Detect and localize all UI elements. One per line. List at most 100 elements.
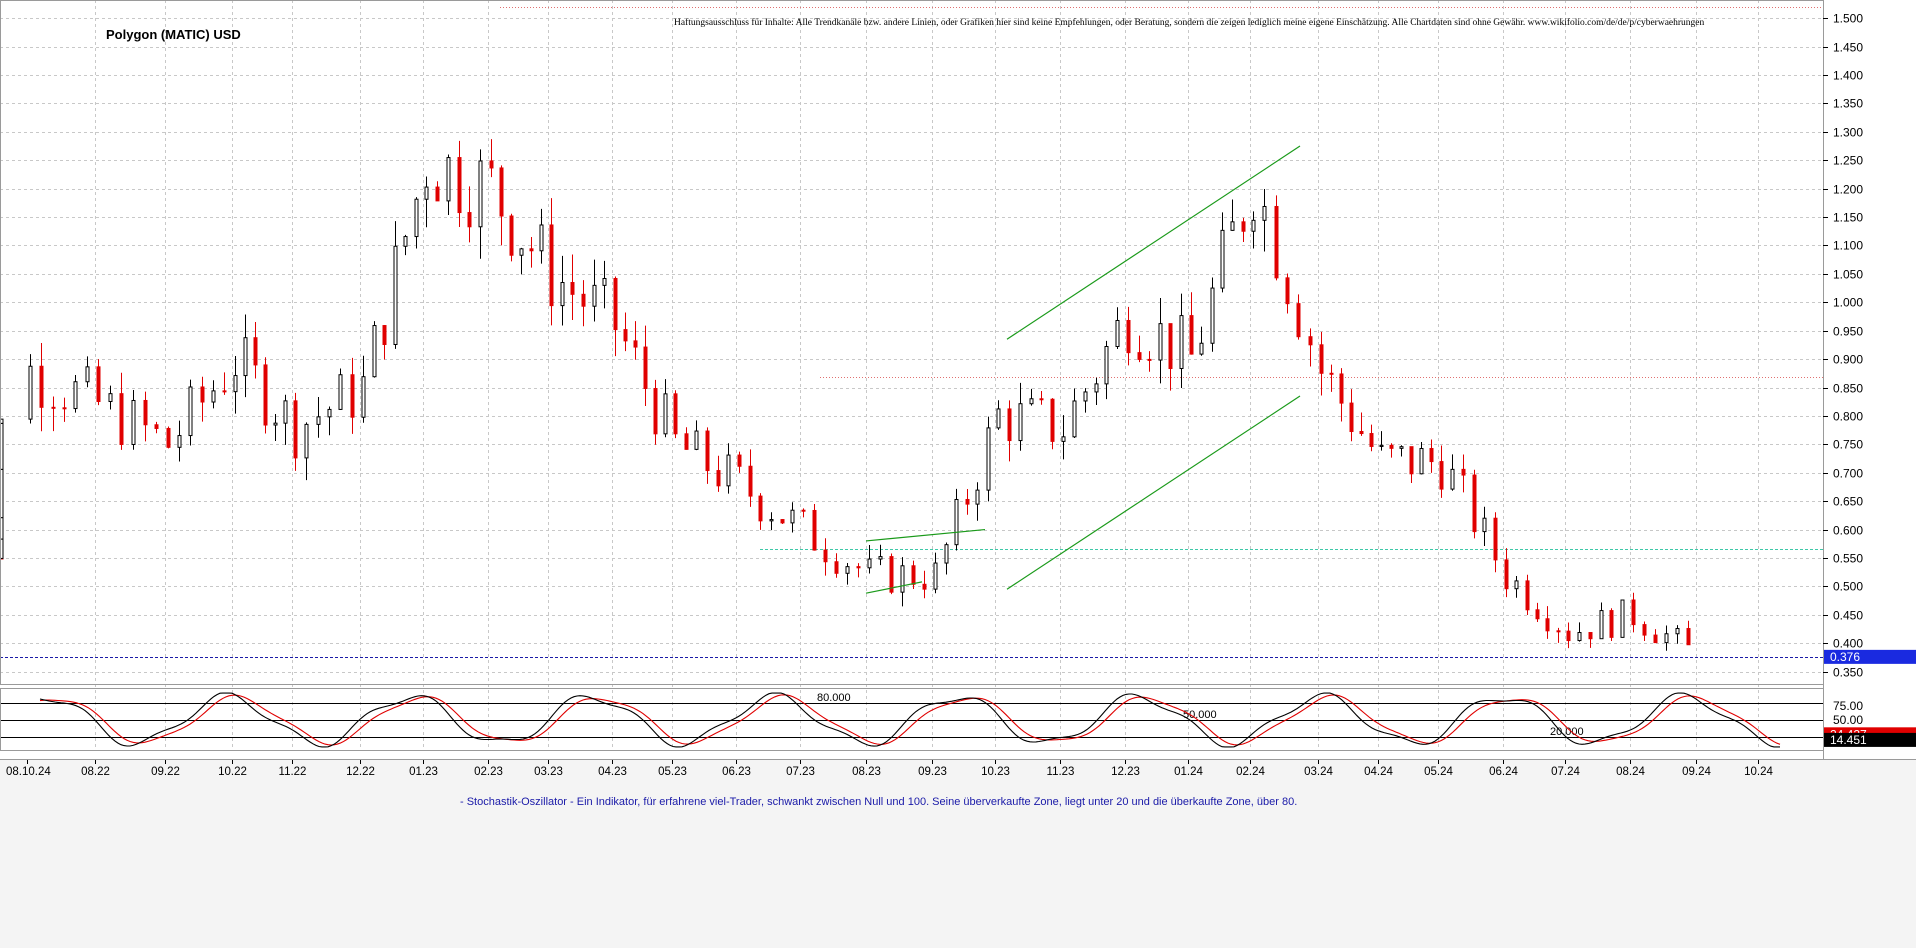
candle-body [1029, 398, 1034, 405]
candle-body [361, 376, 366, 418]
candle-body [188, 386, 193, 437]
candle-body [424, 186, 429, 200]
candle-body [1296, 303, 1301, 338]
x-tick-label: 04.24 [1364, 766, 1393, 778]
candle-body [393, 245, 398, 345]
y-tick-label: 1.100 [1833, 239, 1863, 253]
candle-body [581, 293, 586, 307]
last-price-label: 0.376 [1830, 650, 1860, 664]
candle-body [900, 565, 905, 593]
y-tick-label: 1.400 [1833, 69, 1863, 83]
candle-body [790, 509, 795, 524]
candle-body [519, 248, 524, 256]
candle-body [499, 167, 504, 217]
x-tick-label: 07.24 [1551, 766, 1580, 778]
candle-body [1514, 580, 1519, 590]
candle-body [845, 566, 850, 574]
candle-body [1220, 229, 1225, 289]
candle-body [1504, 559, 1509, 590]
stochastic-annotation: - Stochastik-Oszillator - Ein Indikator,… [460, 796, 1297, 808]
candle-body [965, 498, 970, 505]
candle-body [1319, 344, 1324, 374]
x-tick-label: 03.23 [534, 766, 563, 778]
candle-body [1262, 205, 1267, 221]
candle-body [1241, 221, 1246, 232]
candle-body [222, 390, 227, 393]
candle-body [1429, 448, 1434, 463]
candle-body [1018, 403, 1023, 442]
candle-body [1545, 618, 1550, 632]
candle-body [1359, 431, 1364, 435]
candle-body [684, 433, 689, 450]
candle-body [1115, 319, 1120, 348]
x-tick-label: 08.22 [81, 766, 110, 778]
candle-body [1379, 444, 1384, 447]
y-tick-label: 0.700 [1833, 467, 1863, 481]
candle-body [1349, 402, 1354, 433]
x-tick-label: 12.23 [1111, 766, 1140, 778]
candle-body [592, 284, 597, 307]
candle-body [316, 416, 321, 425]
x-tick-label: 04.23 [598, 766, 627, 778]
x-tick-label: 02.24 [1236, 766, 1265, 778]
candle-body [1168, 323, 1173, 370]
y-tick-label: 0.950 [1833, 325, 1863, 339]
candle-body [944, 544, 949, 564]
candle-body [0, 418, 4, 424]
labels: Polygon (MATIC) USD Haftungsausschluss fü… [106, 17, 1705, 808]
candle-body [509, 215, 514, 256]
candle-body [467, 212, 472, 228]
candle-body [166, 427, 171, 448]
candle-body [954, 498, 959, 546]
candle-body [108, 393, 113, 403]
stoch-y-tick: 75.00 [1833, 699, 1863, 713]
x-tick-label: 01.23 [409, 766, 438, 778]
trendline [865, 528, 986, 542]
x-tick-label: 12.22 [346, 766, 375, 778]
candle-body [253, 337, 258, 366]
y-tick-label: 0.400 [1833, 637, 1863, 651]
candle-body [177, 435, 182, 448]
candle-body [1039, 398, 1044, 401]
y-tick-label: 0.500 [1833, 580, 1863, 594]
candle-body [1083, 391, 1088, 402]
candle-body [1230, 221, 1235, 231]
y-tick-label: 1.050 [1833, 268, 1863, 282]
chart-title: Polygon (MATIC) USD [106, 27, 241, 42]
y-tick-label: 0.450 [1833, 609, 1863, 623]
candle-body [1450, 468, 1455, 490]
y-tick-label: 1.450 [1833, 41, 1863, 55]
x-tick-label: 06.24 [1489, 766, 1518, 778]
candle-body [529, 248, 534, 252]
candle-body [1369, 433, 1374, 447]
x-tick-label: 10.23 [981, 766, 1010, 778]
candle-body [1535, 609, 1540, 620]
y-tick-label: 1.500 [1833, 12, 1863, 26]
stoch-k-line [39, 692, 1780, 748]
x-tick-label: 01.24 [1174, 766, 1203, 778]
candle-body [1577, 632, 1582, 642]
candle-body [539, 224, 544, 252]
candle-body [96, 366, 101, 403]
y-tick-label: 0.350 [1833, 666, 1863, 680]
candle-body [602, 278, 607, 286]
candle-body [1439, 461, 1444, 490]
x-tick-label: 02.23 [474, 766, 503, 778]
candle-body [131, 399, 136, 445]
candle-body [1199, 342, 1204, 355]
candle-body [1389, 444, 1394, 449]
horizontal-lines [0, 7, 1823, 658]
candle-body [403, 236, 408, 247]
candle-body [350, 374, 355, 418]
candle-body [1137, 352, 1142, 360]
y-tick-label: 0.800 [1833, 410, 1863, 424]
gridlines [0, 0, 1823, 750]
candle-body [243, 337, 248, 377]
candle-body [154, 424, 159, 429]
candle-body [823, 549, 828, 563]
candle-body [1104, 346, 1109, 385]
candle-body [549, 224, 554, 307]
trendlines [865, 145, 1301, 594]
